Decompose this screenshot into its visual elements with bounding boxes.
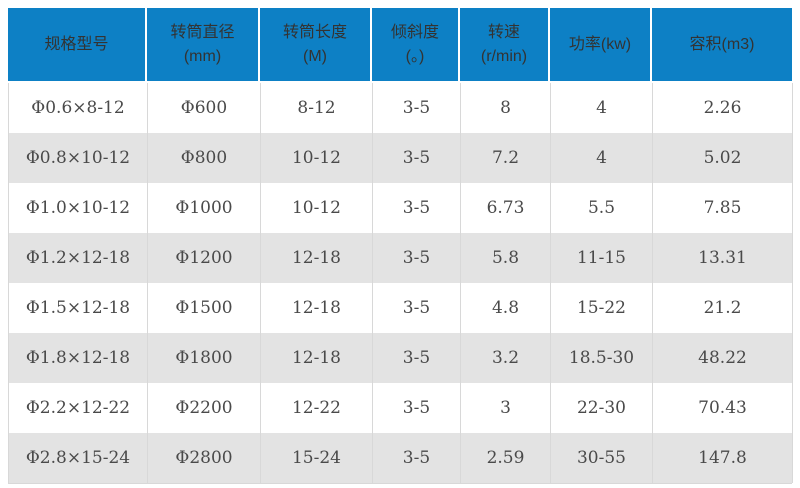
column-header-inclination: 倾斜度 (。)	[372, 8, 460, 83]
cell-drum-diameter: Φ800	[148, 133, 261, 183]
cell-inclination: 3-5	[373, 433, 461, 483]
cell-drum-diameter: Φ1200	[148, 233, 261, 283]
column-header-unit: (M)	[303, 47, 327, 65]
cell-spec-model: Φ1.0×10-12	[9, 183, 148, 233]
column-header-spec-model: 规格型号	[8, 8, 147, 83]
cell-drum-diameter: Φ2800	[148, 433, 261, 483]
table-row: Φ2.2×12-22 Φ2200 12-22 3-5 3 22-30 70.43	[9, 383, 793, 433]
table-row: Φ1.0×10-12 Φ1000 10-12 3-5 6.73 5.5 7.85	[9, 183, 793, 233]
cell-inclination: 3-5	[373, 233, 461, 283]
cell-power: 22-30	[551, 383, 653, 433]
cell-inclination: 3-5	[373, 283, 461, 333]
column-header-label: 转速	[487, 23, 520, 41]
cell-spec-model: Φ0.6×8-12	[9, 83, 148, 133]
cell-power: 11-15	[551, 233, 653, 283]
table-row: Φ2.8×15-24 Φ2800 15-24 3-5 2.59 30-55 147.8	[9, 433, 793, 483]
cell-power: 4	[551, 83, 653, 133]
cell-volume: 7.85	[653, 183, 793, 233]
column-header-label: 容积(m3)	[689, 35, 755, 53]
column-header-unit: (r/min)	[480, 47, 528, 65]
cell-spec-model: Φ1.5×12-18	[9, 283, 148, 333]
cell-spec-model: Φ1.8×12-18	[9, 333, 148, 383]
cell-inclination: 3-5	[373, 383, 461, 433]
column-header-drum-length: 转筒长度 (M)	[260, 8, 372, 83]
table-row: Φ0.8×10-12 Φ800 10-12 3-5 7.2 4 5.02	[9, 133, 793, 183]
table-row: Φ1.8×12-18 Φ1800 12-18 3-5 3.2 18.5-30 48.22	[9, 333, 793, 383]
column-header-label: 功率(kw)	[568, 35, 632, 53]
cell-spec-model: Φ0.8×10-12	[9, 133, 148, 183]
cell-volume: 48.22	[653, 333, 793, 383]
cell-rotation-speed: 6.73	[461, 183, 551, 233]
column-header-label: 规格型号	[44, 35, 109, 53]
table-body: Φ0.6×8-12 Φ600 8-12 3-5 8 4 2.26 Φ0.8×10-12 Φ800…	[8, 83, 793, 484]
cell-drum-diameter: Φ1500	[148, 283, 261, 333]
column-header-label: 转筒直径	[170, 23, 235, 41]
cell-inclination: 3-5	[373, 333, 461, 383]
cell-spec-model: Φ2.2×12-22	[9, 383, 148, 433]
cell-volume: 70.43	[653, 383, 793, 433]
cell-rotation-speed: 3	[461, 383, 551, 433]
cell-drum-diameter: Φ2200	[148, 383, 261, 433]
cell-drum-diameter: Φ1000	[148, 183, 261, 233]
cell-spec-model: Φ2.8×15-24	[9, 433, 148, 483]
cell-volume: 13.31	[653, 233, 793, 283]
cell-volume: 2.26	[653, 83, 793, 133]
cell-drum-length: 12-22	[261, 383, 373, 433]
cell-drum-length: 12-18	[261, 233, 373, 283]
cell-inclination: 3-5	[373, 183, 461, 233]
column-header-label: 倾斜度	[390, 23, 439, 41]
column-header-unit: (。)	[405, 47, 425, 65]
specification-table: 规格型号 转筒直径 (mm) 转筒长度 (M) 倾斜度 (。) 转速 (r/min) 功率(kw)…	[8, 8, 793, 484]
cell-drum-length: 10-12	[261, 183, 373, 233]
cell-rotation-speed: 3.2	[461, 333, 551, 383]
cell-rotation-speed: 8	[461, 83, 551, 133]
cell-power: 30-55	[551, 433, 653, 483]
column-header-power: 功率(kw)	[550, 8, 652, 83]
cell-inclination: 3-5	[373, 133, 461, 183]
cell-drum-length: 12-18	[261, 333, 373, 383]
cell-volume: 21.2	[653, 283, 793, 333]
column-header-volume: 容积(m3)	[652, 8, 792, 83]
table-header-row: 规格型号 转筒直径 (mm) 转筒长度 (M) 倾斜度 (。) 转速 (r/min) 功率(kw)…	[8, 8, 792, 83]
column-header-rotation-speed: 转速 (r/min)	[460, 8, 550, 83]
cell-rotation-speed: 7.2	[461, 133, 551, 183]
cell-drum-length: 8-12	[261, 83, 373, 133]
cell-rotation-speed: 2.59	[461, 433, 551, 483]
cell-drum-diameter: Φ600	[148, 83, 261, 133]
cell-drum-length: 15-24	[261, 433, 373, 483]
cell-rotation-speed: 4.8	[461, 283, 551, 333]
cell-drum-length: 12-18	[261, 283, 373, 333]
cell-volume: 5.02	[653, 133, 793, 183]
column-header-label: 转筒长度	[282, 23, 347, 41]
cell-inclination: 3-5	[373, 83, 461, 133]
cell-power: 5.5	[551, 183, 653, 233]
cell-power: 15-22	[551, 283, 653, 333]
column-header-drum-diameter: 转筒直径 (mm)	[147, 8, 260, 83]
cell-drum-diameter: Φ1800	[148, 333, 261, 383]
table-row: Φ0.6×8-12 Φ600 8-12 3-5 8 4 2.26	[9, 83, 793, 133]
table-row: Φ1.5×12-18 Φ1500 12-18 3-5 4.8 15-22 21.2	[9, 283, 793, 333]
cell-drum-length: 10-12	[261, 133, 373, 183]
cell-power: 4	[551, 133, 653, 183]
cell-spec-model: Φ1.2×12-18	[9, 233, 148, 283]
cell-volume: 147.8	[653, 433, 793, 483]
cell-power: 18.5-30	[551, 333, 653, 383]
table-row: Φ1.2×12-18 Φ1200 12-18 3-5 5.8 11-15 13.31	[9, 233, 793, 283]
cell-rotation-speed: 5.8	[461, 233, 551, 283]
column-header-unit: (mm)	[183, 47, 222, 65]
